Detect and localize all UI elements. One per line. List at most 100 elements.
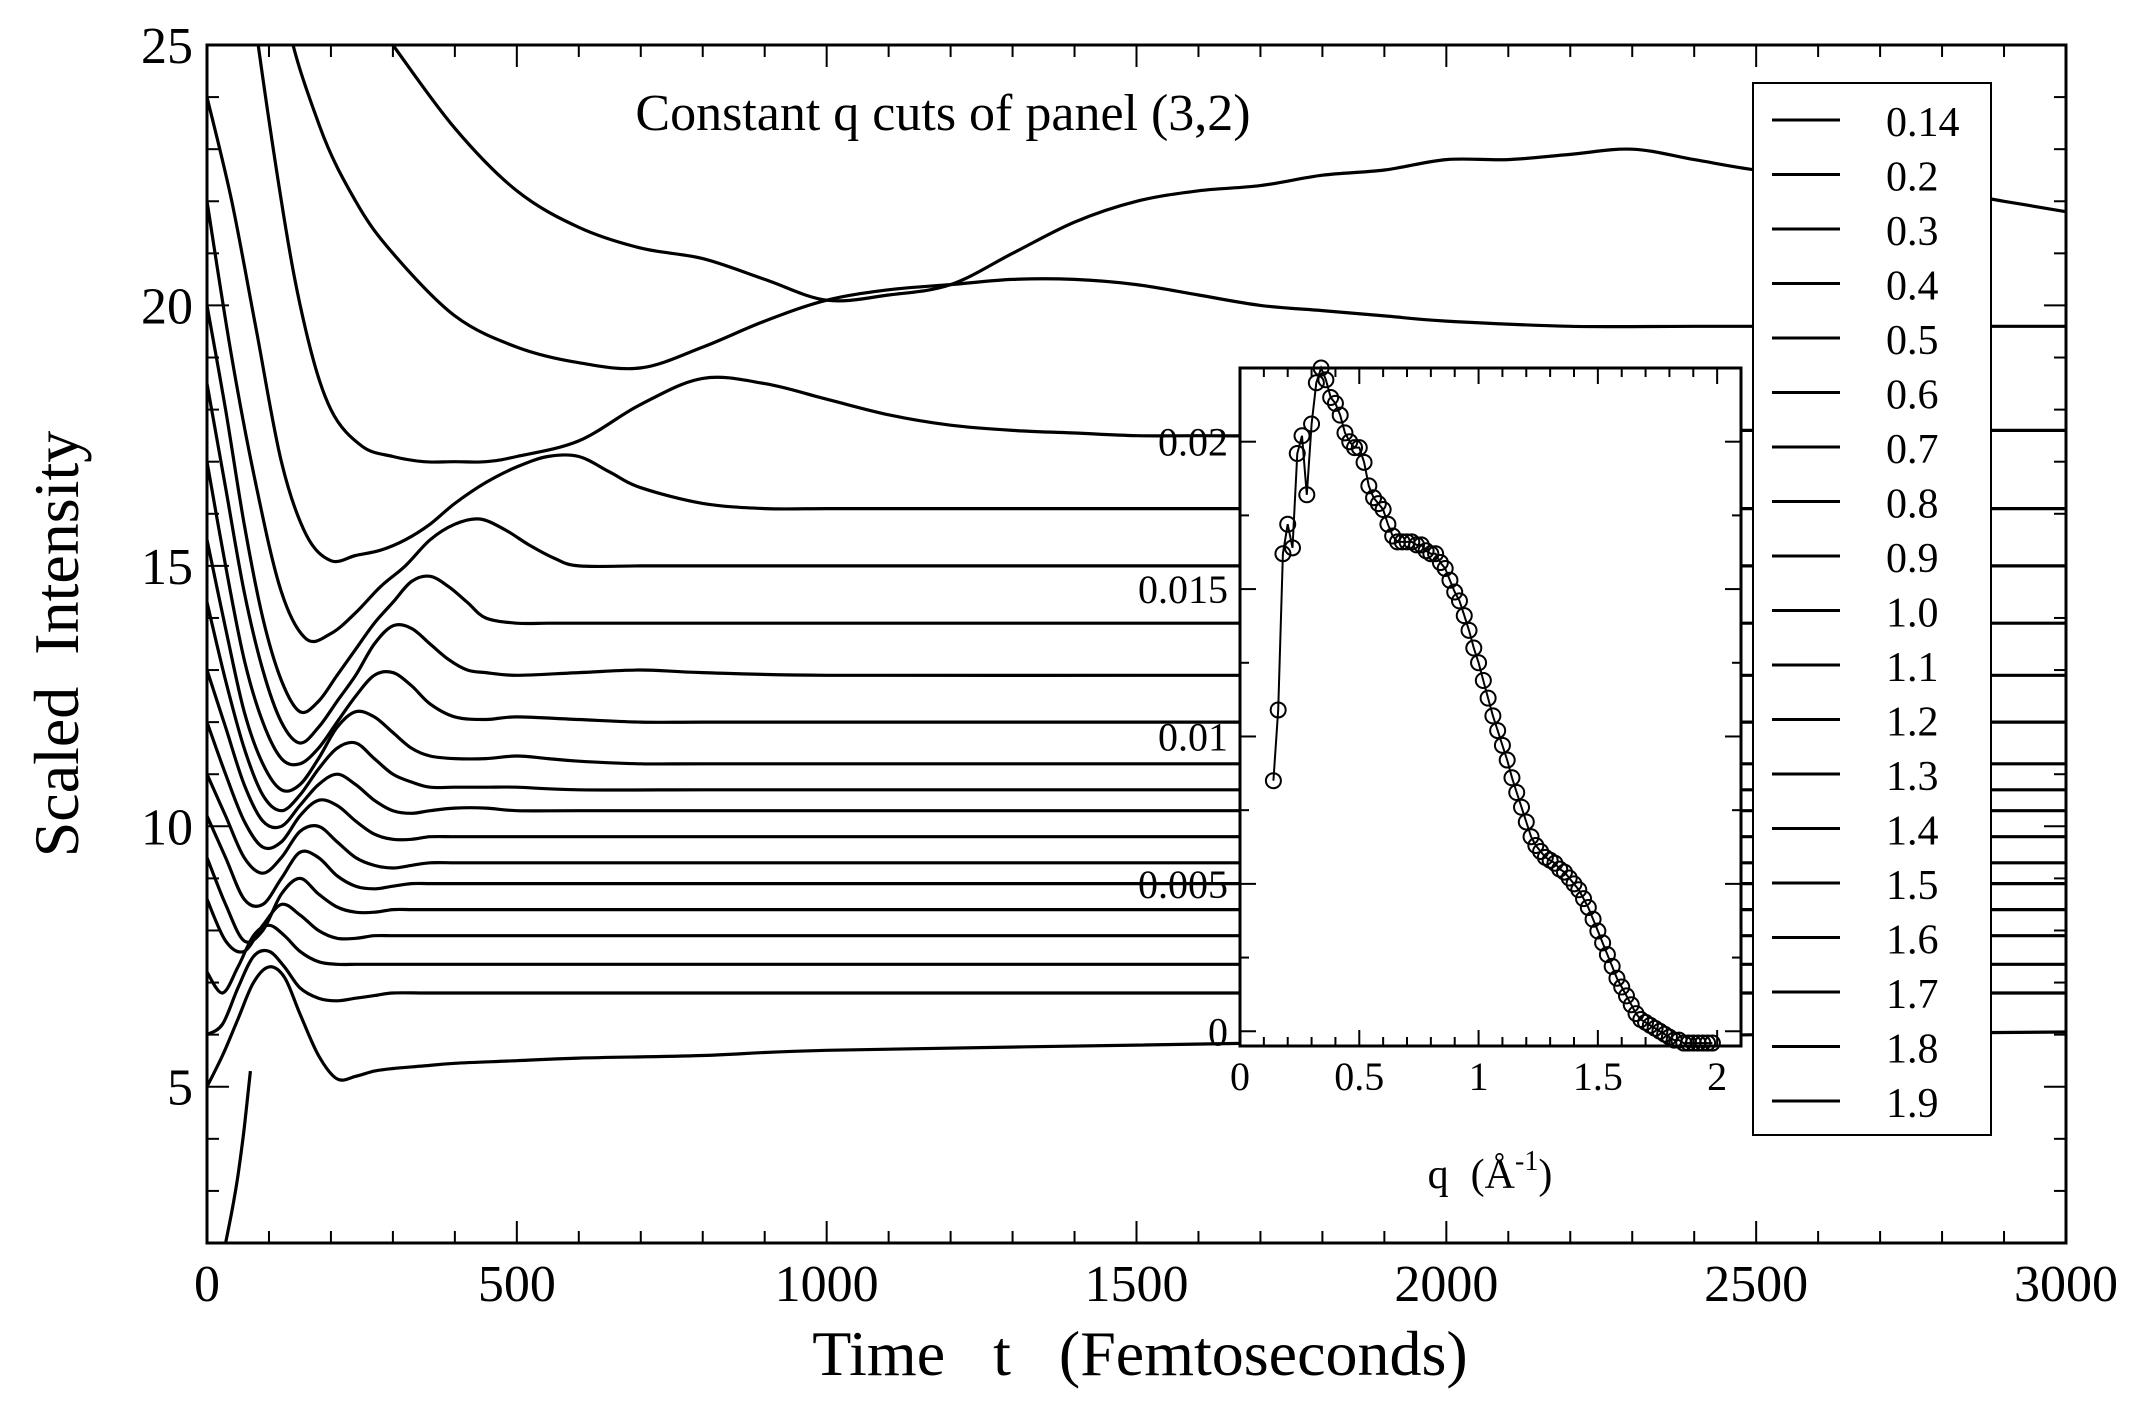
inset-point [1570,881,1588,899]
x-tick-label: 500 [478,1256,556,1313]
legend-label: 1.5 [1886,863,1939,909]
inset-point [1470,654,1488,672]
inset-point [1436,559,1454,577]
inset-point [1455,607,1473,625]
series-line [291,45,2066,371]
inset-point [1694,1034,1712,1052]
inset-y-tick-label: 0.01 [1158,714,1228,759]
legend-label: 1.1 [1886,645,1939,691]
inset-x-tick-label: 0 [1230,1054,1250,1099]
inset-point [1546,854,1564,872]
y-tick-label: 25 [141,18,193,75]
x-tick-label: 3000 [2014,1256,2118,1313]
inset-point [1293,427,1311,445]
inset-point [1474,671,1492,689]
inset-point [1379,515,1397,533]
inset-point [1422,545,1440,563]
inset-point [1489,722,1507,740]
x-axis-label: Time t (Femtoseconds) [812,1318,1467,1389]
inset-point [1355,453,1373,471]
inset-point [1584,910,1602,928]
legend-label: 0.6 [1886,373,1939,419]
inset-point [1627,1005,1645,1023]
inset-point [1598,946,1616,964]
inset-point [1513,798,1531,816]
main-ticks [206,44,2067,1243]
inset-point [1589,922,1607,940]
legend-label: 0.14 [1886,100,1960,146]
inset-point [1279,515,1297,533]
inset-point [1431,554,1449,572]
inset-point [1365,489,1383,507]
inset-point [1527,837,1545,855]
x-tick-label: 1500 [1085,1256,1189,1313]
y-tick-label: 5 [167,1060,193,1117]
inset-point [1269,701,1287,719]
inset-point [1575,890,1593,908]
inset-point [1303,415,1321,433]
legend-label: 1.4 [1886,809,1939,855]
inset-point [1613,978,1631,996]
inset-x-axis-label-exponent: -1 [1515,1146,1538,1177]
y-axis-label: Scaled Intensity [21,431,92,858]
legend-label: 1.0 [1886,591,1939,637]
inset-point [1326,394,1344,412]
inset-point [1446,583,1464,601]
inset-point [1603,957,1621,975]
inset-y-tick-label: 0.015 [1138,567,1228,612]
legend-label: 0.9 [1886,536,1939,582]
inset-point [1579,898,1597,916]
legend-label: 1.9 [1886,1081,1939,1127]
inset-point [1465,639,1483,657]
legend-label: 1.6 [1886,918,1939,964]
inset-point [1412,536,1430,554]
inset-point [1594,934,1612,952]
inset-point [1274,545,1292,563]
inset-point [1283,539,1301,557]
legend-label: 1.2 [1886,700,1939,746]
inset-point [1307,374,1325,392]
x-tick-label: 2000 [1394,1256,1498,1313]
inset-point [1298,486,1316,504]
legend-items: 0.14 0.2 0.3 0.4 0.5 0.6 0.7 0.8 0.9 1.0 1.1 1.2 1.3… [1772,100,1960,1127]
inset-x-tick-label: 1 [1469,1054,1489,1099]
inset-x-axis-label: q (Å-1) [1428,1146,1553,1198]
inset-point [1703,1034,1721,1052]
inset-tick-labels: 0 0.5 1 1.5 2 0 0.005 0.01 0.015 0.02 [1138,420,1727,1099]
inset-point [1288,444,1306,462]
inset-point [1608,969,1626,987]
inset-point [1460,621,1478,639]
inset-point [1508,783,1526,801]
inset-x-axis-label-open-paren: ( [1471,1152,1485,1198]
inset-point [1699,1034,1717,1052]
inset-x-tick-label: 2 [1707,1054,1727,1099]
inset-point [1532,842,1550,860]
legend-box [1752,82,1992,1136]
x-tick-label: 0 [194,1256,220,1313]
inset-point [1565,875,1583,893]
inset-point [1322,388,1340,406]
x-tick-label: 2500 [1704,1256,1808,1313]
inset-point [1341,433,1359,451]
inset-point [1498,751,1516,769]
inset-point [1479,689,1497,707]
inset-point [1522,828,1540,846]
inset-point [1503,769,1521,787]
inset-point [1369,495,1387,513]
inset-x-tick-label: 1.5 [1573,1054,1623,1099]
y-tick-label: 15 [141,539,193,596]
legend-label: 0.2 [1886,155,1939,201]
inset-point [1350,439,1368,457]
inset-y-tick-label: 0 [1208,1009,1228,1054]
inset-point [1493,736,1511,754]
y-tick-label: 20 [141,278,193,335]
inset-point [1560,869,1578,887]
inset-point [1317,371,1335,389]
legend-label: 0.8 [1886,482,1939,528]
series-line [224,1070,252,1243]
legend-label: 0.5 [1886,318,1939,364]
legend-label: 0.4 [1886,264,1939,310]
inset-point [1622,996,1640,1014]
series-line [390,45,2066,303]
